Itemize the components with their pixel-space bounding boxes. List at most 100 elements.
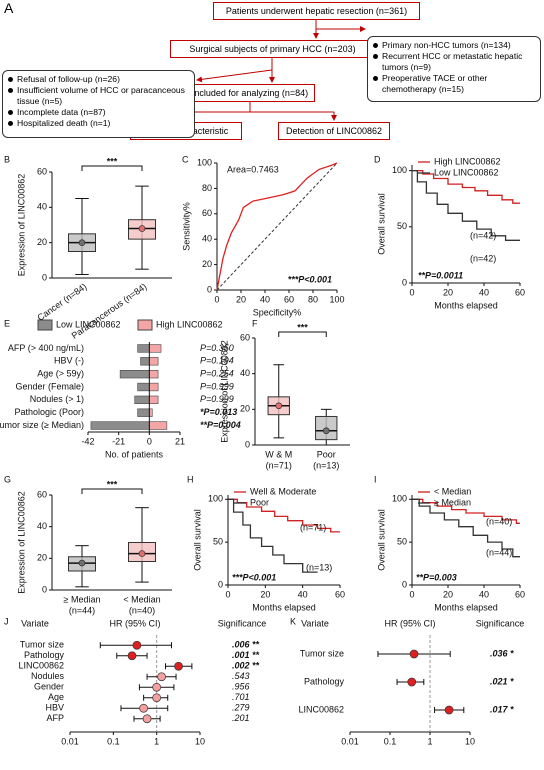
significance: .036 * <box>490 648 514 658</box>
category-label: Tumor size <box>300 648 344 658</box>
x-tick-label: 10 <box>465 736 475 746</box>
category-label: Nodules <box>31 671 65 681</box>
y-tick-label: 0 <box>42 584 47 594</box>
x-tick-label: 40 <box>298 589 308 599</box>
bar <box>140 357 150 366</box>
significance: .543 <box>232 671 250 681</box>
y-tick-label: 0 <box>245 439 250 449</box>
y-tick-label: 0 <box>402 579 407 589</box>
survival-curve <box>412 498 520 558</box>
column-header: Significance <box>476 618 525 628</box>
p-value: *P=0.013 <box>200 407 237 417</box>
median-dot <box>138 225 146 232</box>
note: Primary non-HCC tumors (n=134) <box>373 40 535 51</box>
category-label: LINC00862 <box>18 661 64 671</box>
significance: .279 <box>232 703 250 713</box>
category-label: AFP (> 400 ng/mL) <box>8 343 84 353</box>
x-tick-label: 0 <box>147 436 152 446</box>
x-tick-label: 40 <box>260 294 270 304</box>
significance-bracket <box>81 165 143 171</box>
y-tick-label: 0 <box>42 272 47 282</box>
x-axis-label: Months elapsed <box>434 300 498 310</box>
median-dot <box>138 550 146 557</box>
x-tick-label: (n=40) <box>129 605 155 615</box>
flow-box: Detection of LINC00862 <box>278 122 390 140</box>
x-tick-label: 60 <box>515 589 525 599</box>
panel-label: H <box>187 474 194 484</box>
x-tick-label: 100 <box>329 294 344 304</box>
y-tick-label: 40 <box>37 202 47 212</box>
y-axis-label: Overall survival <box>376 193 386 255</box>
hazard-ratio <box>127 651 137 661</box>
x-tick-label: (n=71) <box>266 460 292 470</box>
legend-label: Poor <box>250 497 269 507</box>
median-dot <box>322 427 330 435</box>
significance: .021 * <box>490 676 514 686</box>
p-value: **P=0.004 <box>200 420 241 430</box>
annotation: (n=71) <box>300 522 326 532</box>
legend-swatch <box>37 319 53 331</box>
significance: *** <box>107 479 118 489</box>
significance-bracket <box>278 331 327 337</box>
hazard-ratio <box>152 693 162 703</box>
panel-label: E <box>4 318 10 328</box>
y-axis-label: Expression of LINC00862 <box>16 491 26 594</box>
x-tick-label: ≥ Median <box>64 594 101 604</box>
y-axis-label: Sensitivity% <box>181 202 191 251</box>
exclusion-notes: Refusal of follow-up (n=26) Insufficient… <box>2 70 195 138</box>
category-label: Age (> 59y) <box>37 369 84 379</box>
annotation: ***P<0.001 <box>232 572 276 582</box>
x-tick-label: 0 <box>214 294 219 304</box>
panel-label: C <box>182 154 189 164</box>
y-tick-label: 40 <box>202 234 212 244</box>
y-tick-label: 60 <box>37 166 47 176</box>
hazard-ratio <box>174 661 183 671</box>
y-tick-label: 20 <box>37 553 47 563</box>
annotation: (n=42) <box>470 253 496 263</box>
p-value: P=0.254 <box>200 369 234 379</box>
diagonal-reference <box>216 162 338 291</box>
note: Incomplete data (n=87) <box>8 107 189 118</box>
bar <box>149 369 159 379</box>
note: Insufficient volume of HCC or paracanceo… <box>8 85 189 107</box>
x-axis-label: Months elapsed <box>434 602 498 612</box>
significance: *** <box>107 156 118 166</box>
y-tick-label: 60 <box>202 208 212 218</box>
significance: .701 <box>232 692 250 702</box>
x-tick-label: 20 <box>443 589 453 599</box>
x-tick-label: 10 <box>195 736 205 746</box>
significance: .002 ** <box>232 661 260 671</box>
category-label: Nodules (> 1) <box>30 394 84 404</box>
significance: .017 * <box>490 704 514 714</box>
column-header: Variate <box>301 618 329 628</box>
category-label: Tumor size (≥ Median) <box>0 420 84 430</box>
y-axis-label: Overall survival <box>192 509 202 571</box>
x-axis-label: No. of patients <box>105 449 164 459</box>
column-header: HR (95% CI) <box>109 618 160 628</box>
annotation: Area=0.7463 <box>227 164 279 174</box>
median-dot <box>78 239 86 246</box>
p-value: P=0.194 <box>200 356 234 366</box>
note: Preoperative TACE or other chemotherapy … <box>373 73 535 95</box>
flow-arrows <box>183 20 366 121</box>
x-tick-label: 21 <box>175 436 185 446</box>
hazard-ratio <box>409 649 419 659</box>
x-tick-label: 40 <box>479 589 489 599</box>
significance: .006 ** <box>232 640 260 650</box>
x-tick-label: W & M <box>265 449 292 459</box>
exclusion-notes: Primary non-HCC tumors (n=134) Recurrent… <box>367 36 541 102</box>
bar <box>134 395 150 405</box>
category-label: HBV <box>45 703 64 713</box>
x-axis-label: Specificity% <box>253 307 302 317</box>
category-label: Age <box>48 692 64 702</box>
bar <box>119 369 150 379</box>
y-tick-label: 50 <box>397 221 407 231</box>
x-tick-label: 1 <box>427 736 432 746</box>
significance: .201 <box>232 713 250 723</box>
panel-label: B <box>4 154 10 164</box>
y-tick-label: 80 <box>202 183 212 193</box>
category-label: Pathology <box>304 676 345 686</box>
y-tick-label: 40 <box>240 368 250 378</box>
significance: .956 <box>232 682 250 692</box>
